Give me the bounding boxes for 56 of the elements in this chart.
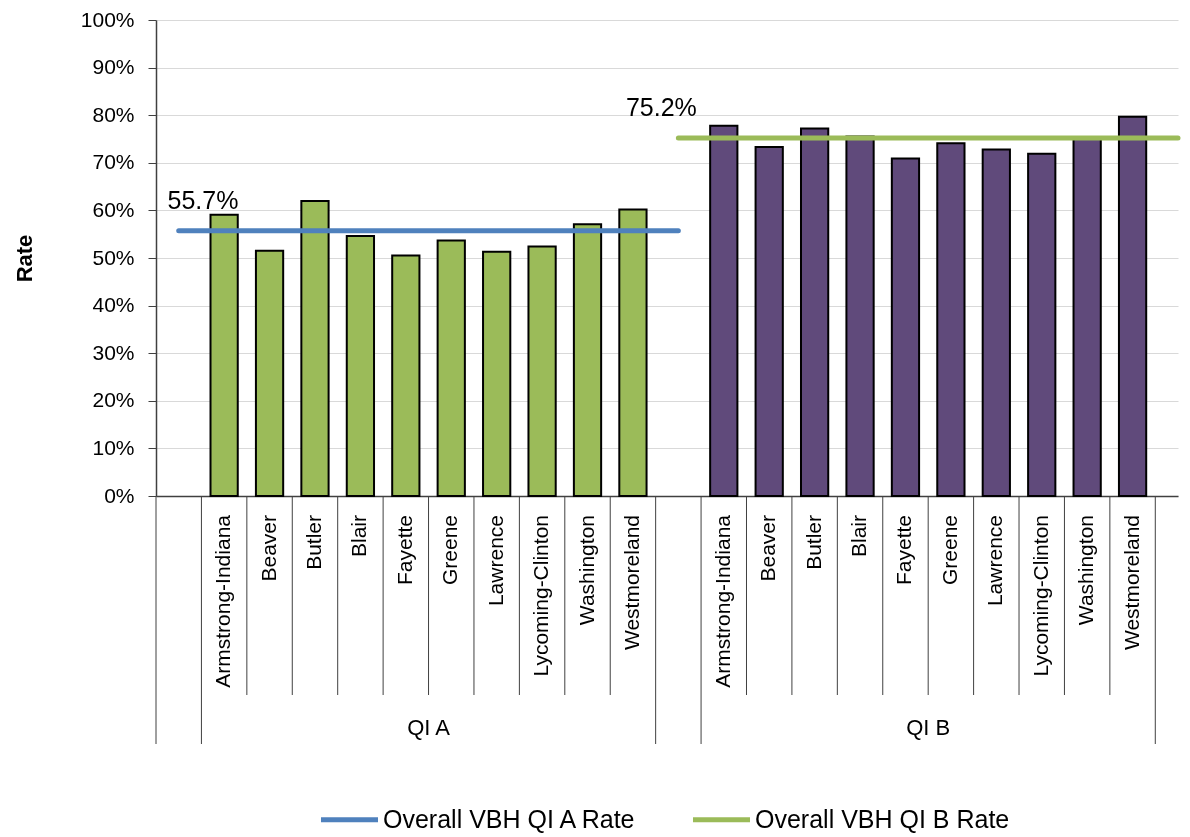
bar (345, 235, 376, 497)
x-tick-label: Greene (438, 515, 462, 586)
y-tick-label: 20% (92, 388, 135, 412)
y-tick-label: 30% (92, 340, 135, 364)
x-tick-label: Lawrence (983, 515, 1007, 607)
x-tick-label: Armstrong-Indiana (710, 514, 734, 688)
bar (981, 148, 1011, 497)
x-tick-label: Westmoreland (1119, 515, 1143, 651)
bar (391, 254, 421, 497)
bar (936, 142, 966, 497)
x-tick-label: Armstrong-Indiana (211, 514, 235, 688)
bar (1117, 115, 1148, 497)
y-tick-label: 100% (80, 7, 135, 31)
x-tick-label: Washington (574, 515, 598, 626)
bar (1027, 152, 1057, 497)
bar (890, 157, 921, 497)
x-tick-label: Beaver (756, 515, 780, 582)
x-tick-label: Butler (301, 514, 325, 570)
legend-label: Overall VBH QI B Rate (755, 804, 1010, 833)
bar (254, 249, 285, 497)
x-tick-label: Blair (347, 515, 371, 558)
y-tick-label: 50% (92, 245, 135, 269)
y-tick-label: 40% (92, 293, 135, 317)
y-tick-label: 60% (92, 197, 135, 221)
x-tick-label: Westmoreland (619, 515, 643, 651)
bar (709, 124, 739, 497)
x-tick-label: Lycoming-Clinton (1028, 515, 1052, 677)
x-tick-label: Washington (1074, 515, 1098, 626)
bar (618, 208, 648, 497)
x-tick-label: Lawrence (483, 515, 507, 607)
x-tick-label: Butler (801, 514, 825, 570)
bar (482, 250, 512, 497)
bar (754, 146, 784, 497)
bar (436, 239, 466, 497)
y-tick-label: 10% (92, 435, 135, 459)
bar (209, 213, 239, 497)
x-tick-label: Blair (847, 515, 871, 558)
y-tick-label: 70% (92, 150, 135, 174)
y-tick-label: 90% (92, 55, 135, 79)
y-tick-label: 80% (92, 102, 135, 126)
x-tick-label: Fayette (392, 515, 416, 586)
text: QI A (407, 715, 451, 740)
text: QI B (906, 715, 951, 740)
legend-label: Overall VBH QI A Rate (383, 804, 635, 833)
bar (572, 223, 603, 497)
bar (300, 199, 330, 497)
x-tick-label: Fayette (892, 515, 916, 586)
bar (527, 245, 557, 497)
data-label: 55.7% (167, 185, 239, 214)
data-label: 75.2% (625, 93, 697, 122)
x-tick-label: Greene (937, 515, 961, 586)
y-tick-label: 0% (104, 483, 135, 507)
y-axis-title: Rate (11, 234, 37, 283)
x-tick-label: Beaver (256, 515, 280, 582)
x-tick-label: Lycoming-Clinton (529, 515, 553, 677)
bar (800, 127, 830, 497)
